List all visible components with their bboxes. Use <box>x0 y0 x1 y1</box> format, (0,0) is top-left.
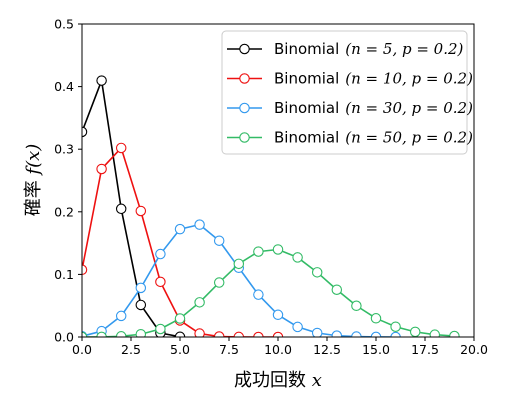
series-4-point <box>409 326 421 337</box>
series-2-point <box>155 276 166 288</box>
y-axis-label-var: f(x) <box>23 144 44 177</box>
legend-entry: Binomial (n = 10, p = 0.2) <box>227 70 473 88</box>
series-4-point <box>174 313 186 324</box>
series-3-point <box>155 248 166 260</box>
series-4-point <box>272 244 284 255</box>
series-1-point <box>96 75 107 86</box>
legend-series-name: Binomial <box>274 40 339 58</box>
series-4-point <box>351 300 362 312</box>
series-4-point <box>213 277 225 288</box>
series-4-point <box>135 328 147 337</box>
series-4-point <box>331 284 343 295</box>
x-axis-label: 成功回数 x <box>234 370 322 391</box>
x-tick-label: 2.5 <box>121 342 141 357</box>
y-tick-label: 0.1 <box>54 267 74 282</box>
legend-entry: Binomial (n = 50, p = 0.2) <box>227 129 473 147</box>
legend-entry: Binomial (n = 30, p = 0.2) <box>227 99 473 117</box>
series-3-point <box>194 219 205 230</box>
series-4-point <box>429 329 441 337</box>
x-tick-label: 5.0 <box>170 342 190 357</box>
series-2-point <box>115 142 127 154</box>
series-4-point <box>390 321 401 332</box>
series-3-point <box>272 309 284 321</box>
series-4-point <box>155 323 166 335</box>
legend-box <box>221 30 468 155</box>
y-axis-label: 確率 f(x) <box>23 144 44 217</box>
series-2-point <box>135 205 147 217</box>
series-3-point <box>331 330 343 337</box>
series-1-point <box>135 299 147 311</box>
x-tick-label: 0.0 <box>72 342 92 357</box>
legend-series-name: Binomial <box>274 99 339 117</box>
y-tick-label: 0.0 <box>54 330 74 345</box>
legend-label: Binomial (n = 5, p = 0.2) <box>274 40 464 58</box>
series-3-point <box>213 235 225 246</box>
legend-marker <box>239 73 250 84</box>
x-tick-label: 10.0 <box>264 342 292 357</box>
x-tick-label: 17.5 <box>411 342 439 357</box>
legend-marker <box>239 132 250 143</box>
series-4-point <box>115 331 127 337</box>
series-3-point <box>292 321 303 333</box>
y-axis-label-text: 確率 <box>23 180 44 216</box>
series-3-point <box>311 327 323 337</box>
y-tick-label: 0.4 <box>54 79 74 94</box>
legend-series-params: (n = 30, p = 0.2) <box>345 99 473 117</box>
series-2-point <box>194 328 205 337</box>
series-3-point <box>174 223 186 235</box>
legend-label: Binomial (n = 50, p = 0.2) <box>274 129 473 147</box>
y-tick-label: 0.3 <box>54 142 74 157</box>
series-2-point <box>96 163 107 175</box>
legend-series-params: (n = 5, p = 0.2) <box>345 40 463 58</box>
legend-series-name: Binomial <box>274 129 339 147</box>
series-2 <box>82 142 284 337</box>
legend-series-params: (n = 50, p = 0.2) <box>345 129 473 147</box>
series-3-line <box>82 223 396 337</box>
series-4-point <box>233 258 245 270</box>
series-4-point <box>253 246 264 257</box>
y-tick-label: 0.5 <box>54 17 74 32</box>
series-1-line <box>82 79 181 337</box>
x-axis-label-text: 成功回数 <box>234 370 306 391</box>
series-2-line <box>82 147 278 337</box>
legend-series-name: Binomial <box>274 70 339 88</box>
legend-entry: Binomial (n = 5, p = 0.2) <box>227 40 464 58</box>
series-3 <box>82 219 401 337</box>
series-4 <box>82 244 460 337</box>
x-axis-label-var: x <box>312 370 322 391</box>
series-4-point <box>449 330 460 337</box>
y-tick-label: 0.2 <box>54 204 74 219</box>
series-2-point <box>213 331 225 337</box>
x-tick-label: 7.5 <box>219 342 239 357</box>
x-tick-label: 20.0 <box>460 342 488 357</box>
series-3-point <box>135 282 147 294</box>
legend: Binomial (n = 5, p = 0.2) Binomial (n = 10,… <box>221 30 473 155</box>
series-3-point <box>253 289 264 300</box>
series-4-point <box>311 267 323 278</box>
series-4-point <box>194 297 205 308</box>
legend-marker <box>239 43 250 55</box>
legend-marker <box>239 102 250 114</box>
series-3-point <box>115 310 127 322</box>
legend-label: Binomial (n = 10, p = 0.2) <box>274 70 473 88</box>
series-1-point <box>115 203 127 215</box>
x-tick-label: 15.0 <box>362 342 390 357</box>
series-4-point <box>292 252 303 263</box>
legend-series-params: (n = 10, p = 0.2) <box>345 70 473 88</box>
x-tick-label: 12.5 <box>313 342 341 357</box>
series-4-point <box>370 313 382 324</box>
legend-label: Binomial (n = 30, p = 0.2) <box>274 99 473 117</box>
